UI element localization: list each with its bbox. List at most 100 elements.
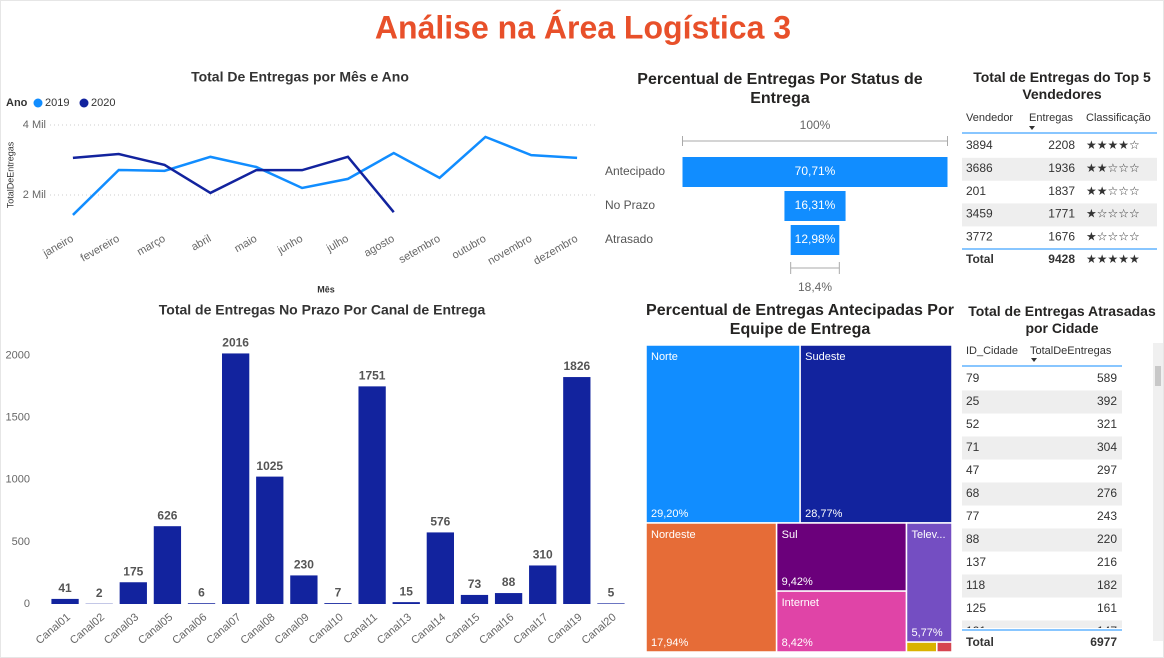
data-label: 88 [502, 575, 516, 589]
tile-value: 29,20% [651, 508, 689, 520]
scrollbar [1153, 343, 1163, 641]
table-cell: 3894 [966, 138, 993, 152]
bar [119, 582, 147, 604]
x-tick-label: Canal06 [170, 611, 209, 647]
data-label: 73 [468, 577, 482, 591]
table-cell: 121 [966, 624, 986, 638]
funnel-bar [790, 225, 840, 255]
bar [290, 575, 318, 604]
table-cell: 243 [1097, 509, 1117, 523]
x-tick-label: Canal17 [511, 611, 550, 647]
total-cell: Total [966, 252, 994, 266]
table-title: Total de Entregas Atrasadas por Cidade [968, 303, 1156, 336]
treemap-tile [645, 344, 801, 524]
series-line [72, 152, 395, 213]
row-band [962, 157, 1157, 181]
y-tick-label: 1000 [6, 474, 30, 486]
reference-label: 100% [800, 118, 831, 132]
y-tick-label: 4 Mil [23, 119, 46, 131]
treemap-tile [645, 522, 778, 653]
bar [392, 602, 420, 604]
table-cell: 1771 [1048, 207, 1075, 221]
x-tick-label: fevereiro [79, 233, 122, 265]
category-label: No Prazo [605, 198, 655, 212]
table-cell: 3459 [966, 207, 993, 221]
funnel-bar [784, 191, 846, 221]
x-tick-label: junho [275, 233, 305, 257]
x-tick-label: dezembro [532, 233, 580, 268]
x-tick-label: Canal15 [443, 611, 482, 647]
table-cell: 161 [1097, 601, 1117, 615]
total-cell: 9428 [1048, 252, 1075, 266]
data-label: 12,98% [795, 232, 836, 246]
sort-indicator [1029, 126, 1035, 130]
treemap-tile [775, 522, 908, 592]
chart-title: Percentual de Entregas Por Status de Ent… [637, 71, 923, 108]
table-cell: 1936 [1048, 161, 1075, 175]
table-cell: 589 [1097, 371, 1117, 385]
x-tick-label: maio [233, 233, 260, 255]
x-tick-label: Canal03 [102, 611, 141, 647]
x-tick-label: agosto [362, 233, 397, 260]
treemap-tile [936, 641, 953, 653]
y-tick-label: 2 Mil [23, 189, 46, 201]
bar [187, 603, 216, 604]
table-cell: 71 [966, 440, 980, 454]
data-label: 230 [294, 558, 314, 572]
table-cell: 25 [966, 394, 980, 408]
data-label: 15 [400, 584, 414, 598]
data-label: 70,71% [795, 164, 836, 178]
total-cell: Total [966, 635, 994, 649]
tile-value: 5,77% [911, 627, 942, 639]
category-label: Atrasado [605, 232, 653, 246]
table-cell: 216 [1097, 555, 1117, 569]
bar [324, 603, 352, 604]
total-cell: ★★★★★ [1086, 252, 1140, 266]
table-cell: 297 [1097, 463, 1117, 477]
x-tick-label: Canal09 [273, 611, 312, 647]
row-band [962, 482, 1122, 506]
column-header: TotalDeEntregas [1030, 345, 1112, 357]
x-tick-label: Canal02 [68, 611, 107, 647]
tile-value: 8,42% [782, 637, 813, 649]
data-label: 2016 [222, 336, 249, 350]
data-label: 7 [335, 585, 342, 599]
treemap-tile [905, 522, 953, 643]
table-cell: 276 [1097, 486, 1117, 500]
x-tick-label: Canal05 [136, 611, 175, 647]
x-tick-label: julho [324, 233, 351, 256]
table-cell: 125 [966, 601, 986, 615]
data-label: 41 [58, 581, 72, 595]
data-label: 6 [198, 585, 205, 599]
chart-title: Total de Entregas No Prazo Por Canal de … [159, 302, 486, 318]
row-band [962, 528, 1122, 552]
table-cell: 79 [966, 371, 980, 385]
x-tick-label: Canal10 [307, 611, 346, 647]
data-label: 5 [608, 586, 615, 600]
table-cell: ★★☆☆☆ [1086, 184, 1140, 198]
table-cell: ★☆☆☆☆ [1086, 229, 1140, 243]
data-label: 1751 [359, 369, 386, 383]
scroll-thumb [1155, 366, 1161, 386]
tile-label: Sudeste [805, 351, 845, 363]
legend-marker [33, 98, 43, 108]
bar [494, 593, 523, 604]
y-tick-label: 1500 [6, 411, 30, 423]
x-tick-label: janeiro [40, 233, 75, 260]
column-header: Entregas [1029, 112, 1074, 124]
table-cell: 3686 [966, 161, 993, 175]
table-cell: ★★★★☆ [1086, 138, 1140, 152]
data-label: 1826 [563, 359, 590, 373]
data-label: 626 [157, 508, 177, 522]
table-cell: 2208 [1048, 138, 1075, 152]
bar [153, 526, 182, 604]
bar [460, 594, 489, 604]
table-cell: 1837 [1048, 184, 1075, 198]
y-axis-label: TotalDeEntregas [5, 141, 15, 208]
table-cell: 182 [1097, 578, 1117, 592]
table-cell: ★★☆☆☆ [1086, 161, 1140, 175]
tile-label: Telev... [911, 529, 945, 541]
y-tick-label: 2000 [6, 349, 30, 361]
